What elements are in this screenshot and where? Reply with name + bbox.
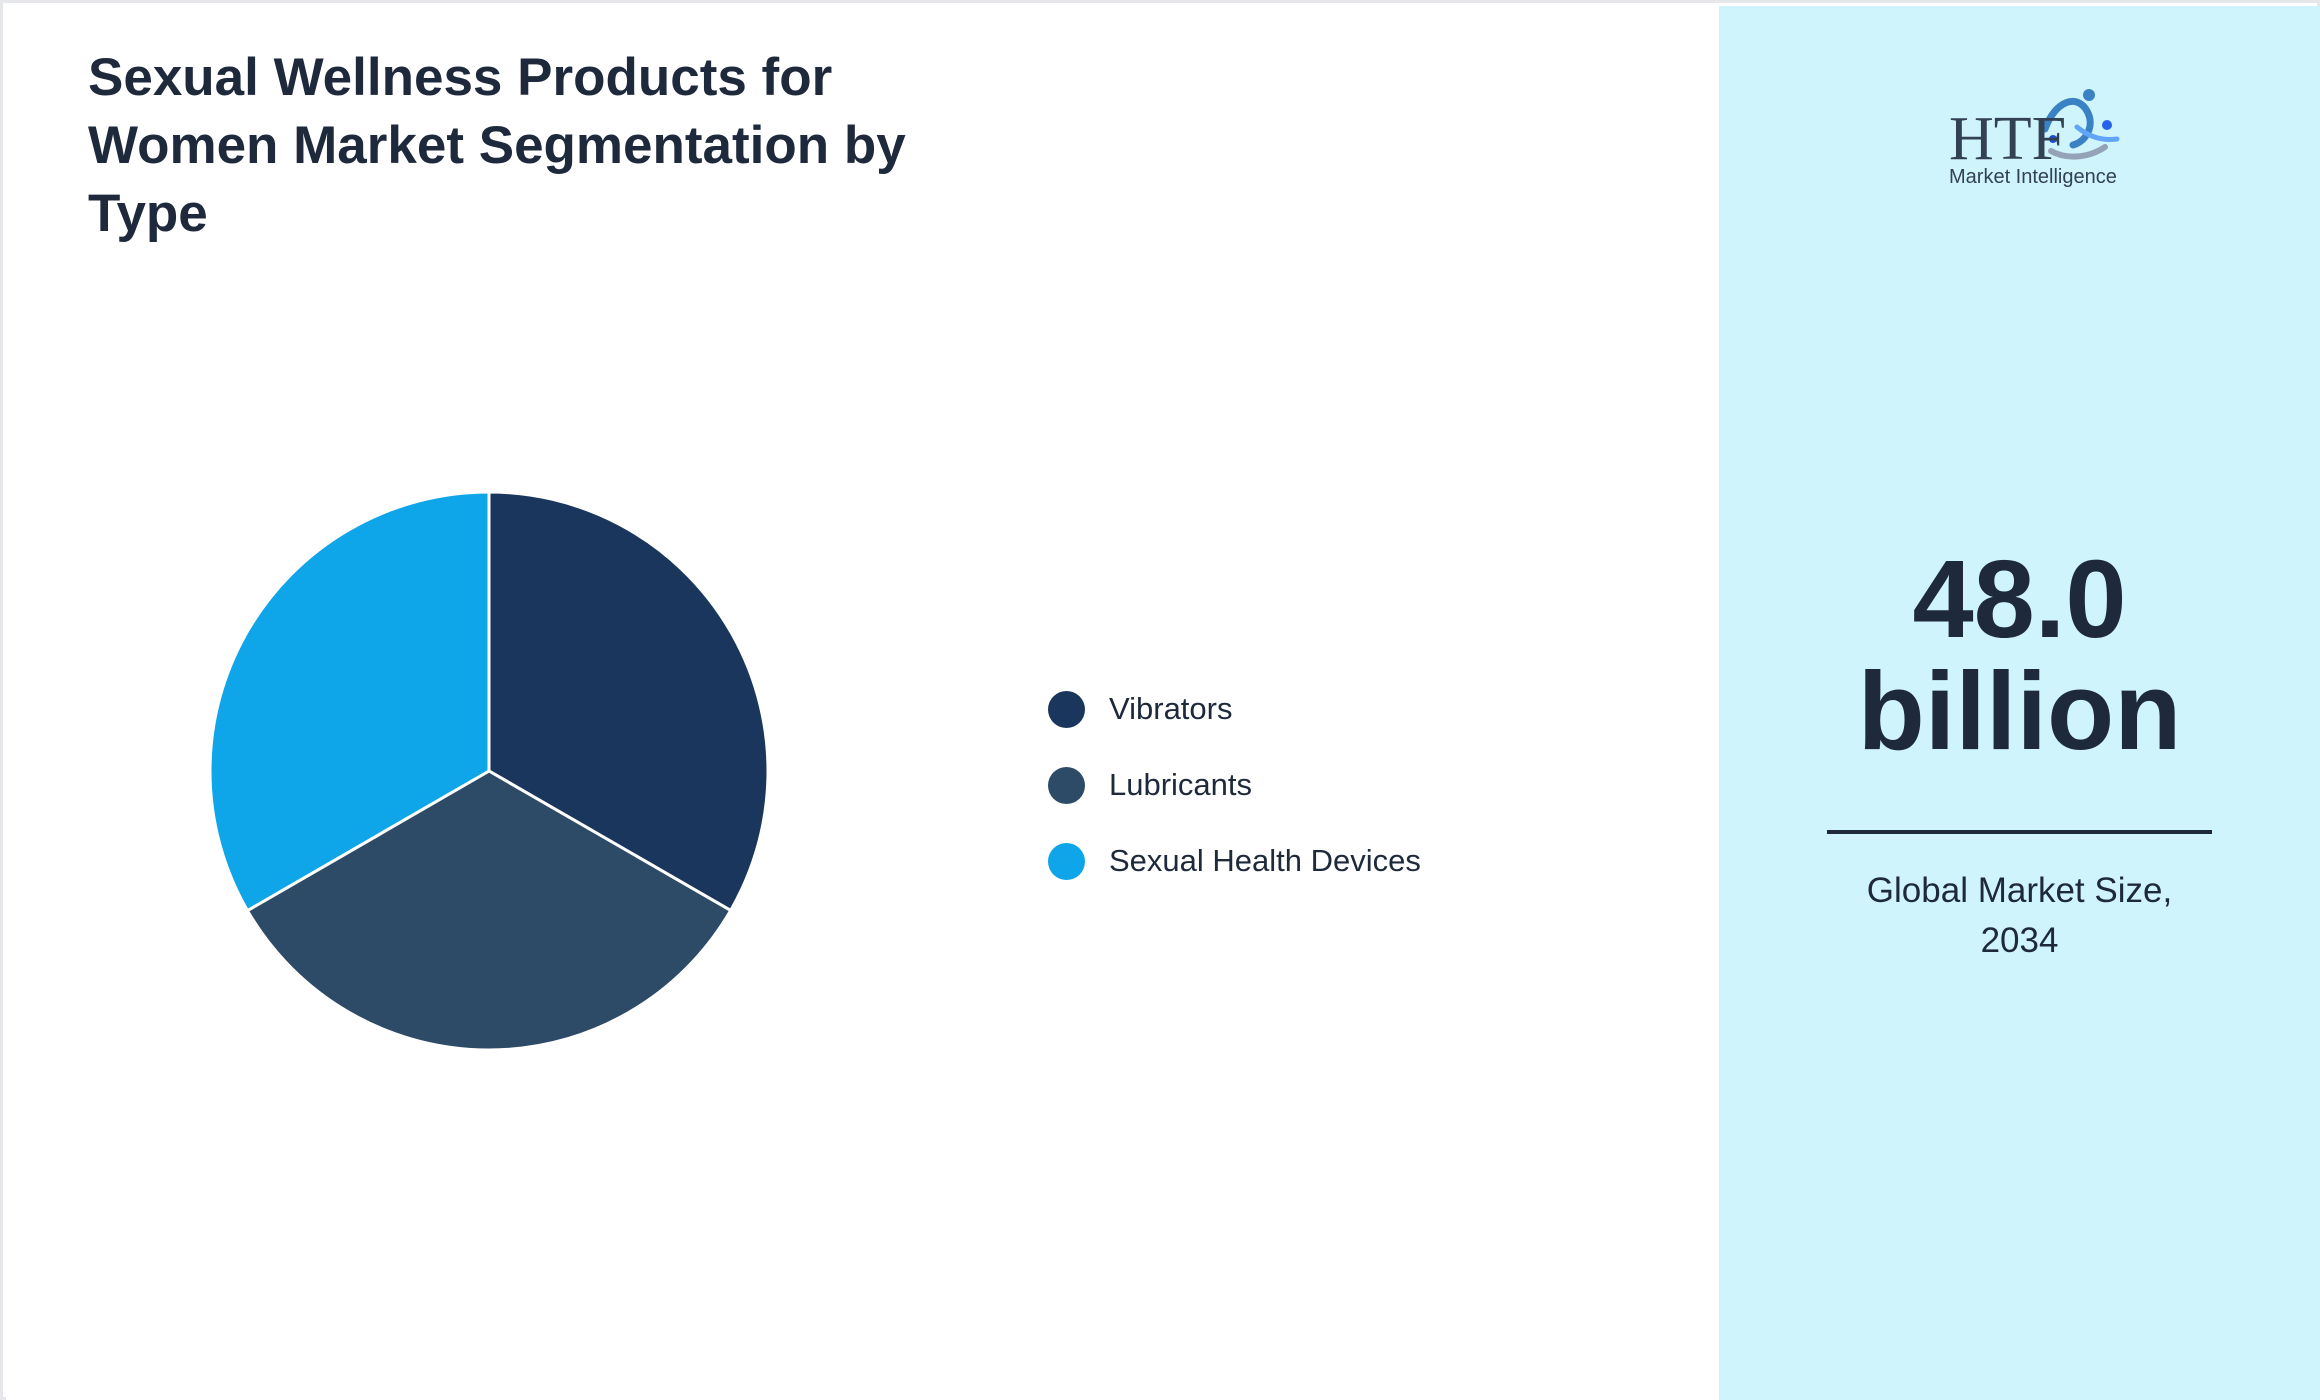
market-size-value: 48.0 billion — [1719, 544, 2320, 768]
legend-label: Sexual Health Devices — [1109, 843, 1421, 878]
chart-legend: Vibrators Lubricants Sexual Health Devices — [1048, 671, 1608, 899]
legend-swatch — [1048, 766, 1085, 804]
pie-slice-sexual-health-devices — [208, 490, 491, 913]
legend-swatch — [1048, 690, 1085, 728]
pie-slice-lubricants — [245, 769, 733, 1052]
legend-item: Lubricants — [1048, 747, 1608, 823]
pie-chart — [206, 488, 772, 1054]
market-size-number: 48.0 — [1912, 538, 2127, 661]
legend-item: Sexual Health Devices — [1048, 823, 1608, 899]
legend-swatch — [1048, 842, 1085, 880]
market-size-panel: HTF Market Intelligence 48.0 billion Glo… — [1719, 6, 2320, 1400]
chart-title: Sexual Wellness Products for Women Marke… — [88, 48, 906, 243]
legend-label: Lubricants — [1109, 767, 1253, 802]
htf-logo: HTF Market Intelligence — [1927, 81, 2127, 191]
pie-slice-vibrators — [487, 490, 770, 913]
svg-text:HTF: HTF — [1949, 105, 2066, 173]
chart-panel: Sexual Wellness Products for Women Marke… — [6, 6, 1719, 1400]
caption-year: 2034 — [1980, 921, 2059, 960]
market-size-unit: billion — [1857, 650, 2182, 773]
market-size-caption: Global Market Size, 2034 — [1719, 866, 2320, 966]
svg-text:Market Intelligence: Market Intelligence — [1949, 166, 2117, 188]
pie-chart-svg — [208, 490, 770, 1052]
divider-line — [1827, 830, 2212, 834]
legend-label: Vibrators — [1109, 691, 1233, 726]
caption-label: Global Market Size, — [1866, 871, 2173, 910]
legend-item: Vibrators — [1048, 671, 1608, 747]
htf-logo-graphic: HTF Market Intelligence — [1949, 89, 2120, 188]
